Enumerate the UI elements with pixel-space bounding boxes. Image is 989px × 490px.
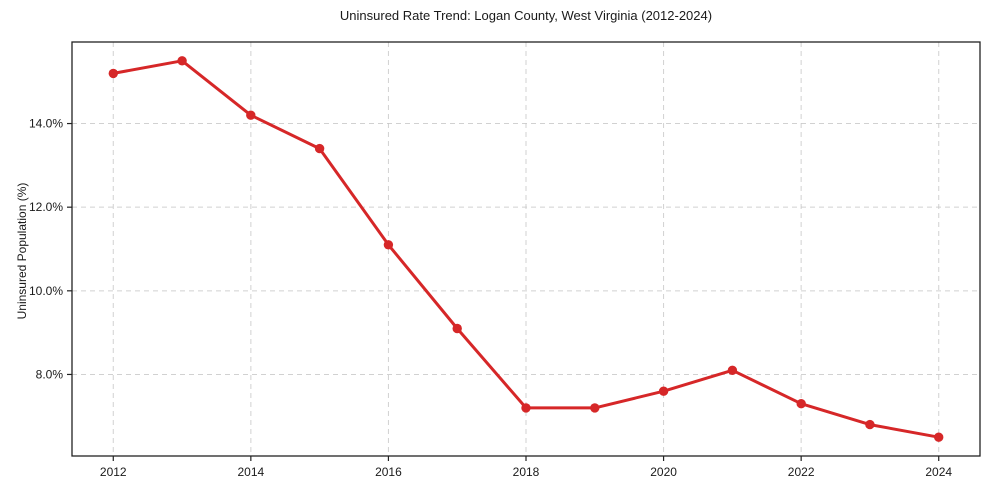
data-point-2024: [934, 432, 944, 442]
plot-border: [71, 41, 981, 457]
data-point-2019: [590, 403, 600, 413]
data-point-2020: [658, 386, 669, 396]
x-tick-label-2020: 2020: [650, 465, 677, 479]
data-point-2013: [177, 56, 187, 66]
x-tick-label-2018: 2018: [513, 465, 540, 479]
data-point-2016: [383, 240, 394, 250]
y-tick-label-10.0%: 10.0%: [29, 284, 63, 298]
chart-title: Uninsured Rate Trend: Logan County, West…: [339, 8, 713, 23]
x-tick-label-2012: 2012: [100, 465, 127, 479]
y-tick-label-14.0%: 14.0%: [29, 117, 63, 131]
data-point-2022: [796, 399, 806, 409]
data-point-2018: [521, 403, 531, 413]
y-tick-label-8.0%: 8.0%: [36, 367, 64, 381]
data-point-2021: [727, 365, 738, 375]
x-tick-label-2014: 2014: [237, 465, 264, 479]
x-tick-label-2024: 2024: [925, 465, 952, 479]
data-point-2023: [865, 419, 875, 430]
x-tick-label-2022: 2022: [788, 465, 815, 479]
x-tick-label-2016: 2016: [375, 465, 402, 479]
data-point-2012: [108, 68, 119, 79]
y-tick-label-12.0%: 12.0%: [29, 200, 63, 214]
data-point-2014: [246, 110, 256, 120]
data-point-2017: [452, 323, 462, 334]
data-point-2015: [314, 143, 325, 154]
